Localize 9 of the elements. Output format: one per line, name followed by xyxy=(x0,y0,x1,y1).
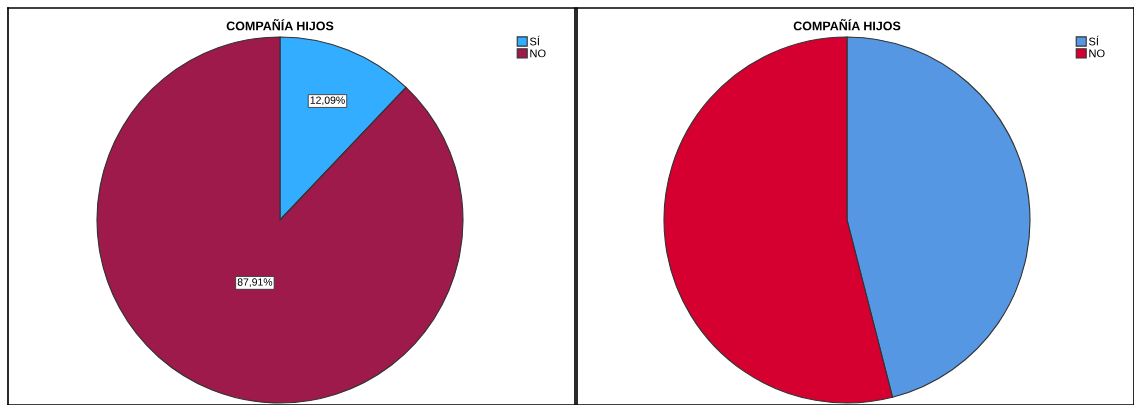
legend-label: SÍ xyxy=(529,35,540,46)
pie-slice xyxy=(96,36,464,404)
chart-title: COMPAÑÍA HIJOS xyxy=(226,19,334,31)
legend-label: NO xyxy=(530,49,546,58)
data-label: 12,09% xyxy=(310,96,345,106)
legend-label: SÍ xyxy=(1088,35,1099,46)
legend-label: NO xyxy=(1089,49,1105,58)
chart-title: COMPAÑÍA HIJOS xyxy=(793,19,901,31)
data-label: 87,91% xyxy=(237,278,273,287)
